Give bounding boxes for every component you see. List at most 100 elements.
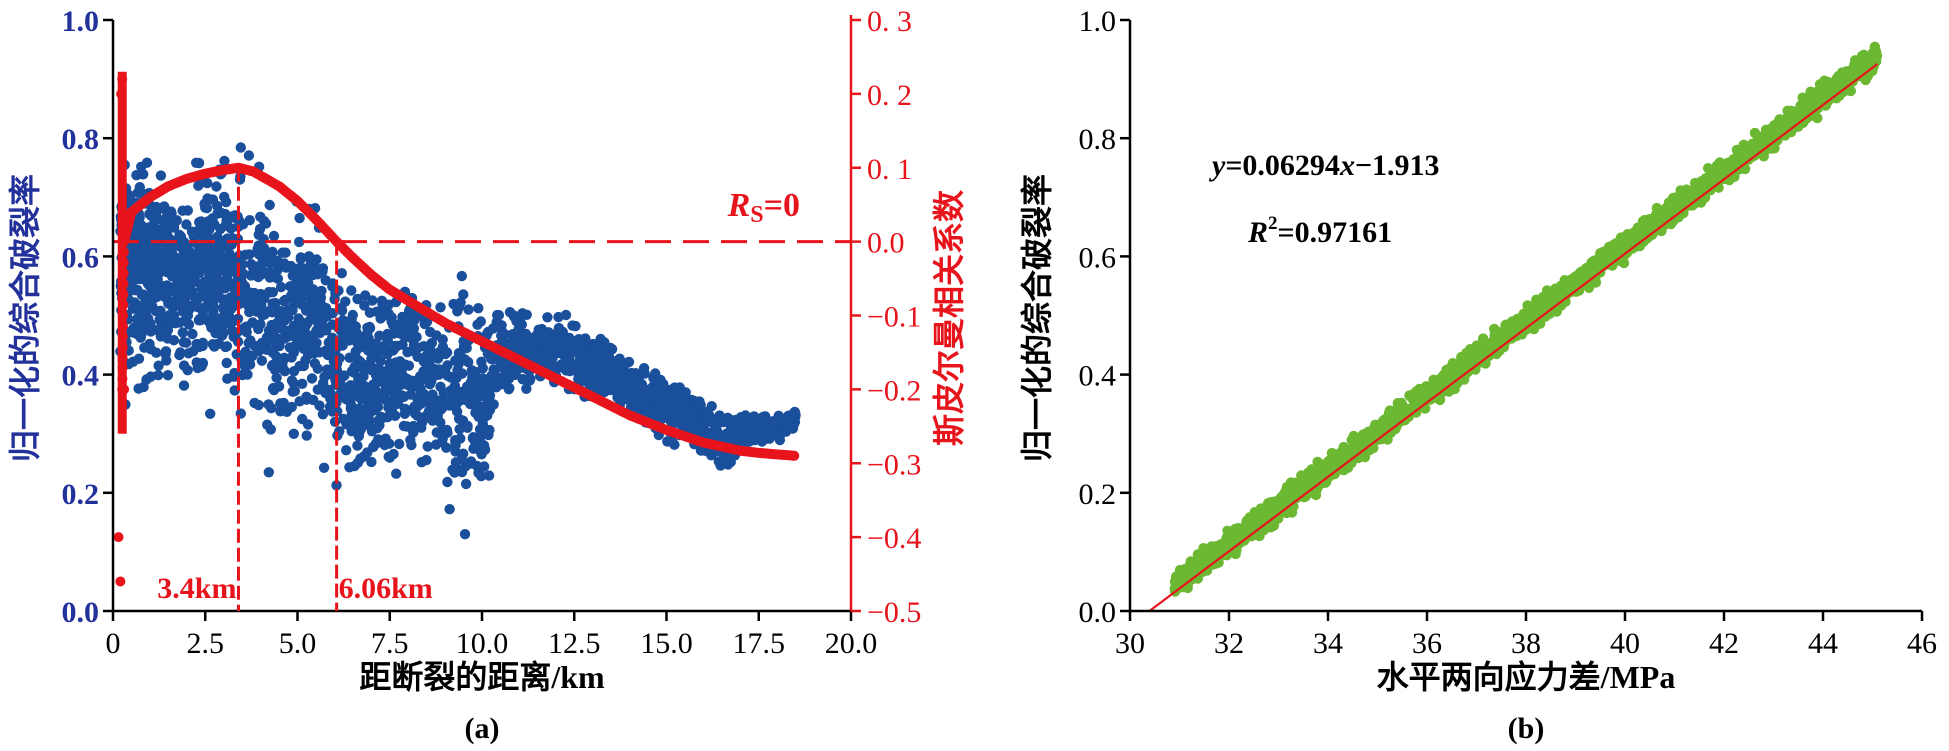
scatter-point	[235, 142, 246, 153]
x-tick-label: 2.5	[187, 627, 225, 660]
scatter-point	[275, 281, 287, 293]
scatter-point	[320, 275, 331, 286]
scatter-point	[145, 371, 157, 382]
scatter-point	[294, 212, 305, 224]
scatter-point	[477, 442, 489, 453]
scatter-point	[244, 306, 255, 318]
distance-marker-label: 6.06km	[339, 572, 433, 605]
scatter-point	[444, 400, 456, 411]
scatter-point	[687, 418, 699, 430]
scatter-point	[208, 301, 219, 312]
scatter-point	[209, 251, 220, 262]
scatter-point	[134, 212, 145, 223]
scatter-point	[301, 394, 312, 405]
scatter-point	[348, 387, 359, 398]
scatter-point	[1805, 86, 1816, 97]
scatter-point	[476, 470, 487, 482]
scatter-point	[156, 287, 167, 298]
scatter-point	[277, 306, 288, 317]
scatter-point	[473, 303, 484, 314]
scatter-point	[212, 208, 223, 219]
scatter-point	[409, 408, 421, 419]
panel-a: 0 2.5 5.0 7.5 10.0 12.5 15.0 17.5 20.00.00.20.40…	[7, 5, 967, 745]
rs-label: RS=0	[727, 187, 800, 228]
scatter-point	[384, 359, 396, 371]
scatter-point	[358, 451, 370, 462]
scatter-point	[152, 324, 163, 336]
scatter-point	[542, 312, 553, 323]
scatter-layer-a	[115, 142, 801, 540]
scatter-point	[136, 249, 148, 260]
scatter-point	[311, 263, 323, 275]
scatter-point	[280, 294, 291, 306]
y-tick-label: 0.6	[62, 241, 100, 274]
scatter-point	[270, 336, 281, 348]
scatter-point	[570, 320, 581, 332]
scatter-point	[669, 392, 680, 404]
scatter-point	[669, 409, 680, 421]
scatter-point	[187, 328, 198, 340]
scatter-point	[178, 337, 189, 348]
scatter-point	[317, 409, 329, 420]
scatter-point	[256, 258, 268, 270]
scatter-point	[267, 347, 278, 358]
scatter-point	[142, 237, 154, 248]
y-tick-label: 0.4	[62, 360, 100, 393]
scatter-point	[403, 326, 414, 338]
scatter-point	[442, 476, 453, 488]
scatter-point	[161, 266, 172, 278]
scatter-point	[264, 272, 276, 283]
scatter-point	[633, 383, 645, 395]
scatter-point	[421, 454, 432, 466]
scatter-point	[712, 427, 723, 438]
scatter-point	[438, 387, 449, 398]
scatter-point	[197, 358, 208, 370]
scatter-point	[352, 440, 363, 451]
scatter-point	[263, 286, 275, 298]
y2-tick-label: 0. 3	[867, 5, 912, 38]
scatter-point	[174, 349, 185, 361]
scatter-point	[468, 443, 479, 454]
y2-axis-title-a: 斯皮尔曼相关系数	[931, 189, 967, 446]
ticks-a: 0 2.5 5.0 7.5 10.0 12.5 15.0 17.5 20.00.00.20.40…	[62, 5, 922, 660]
scatter-point	[266, 403, 277, 414]
scatter-point	[138, 169, 149, 180]
scatter-point	[178, 380, 190, 391]
scatter-point	[205, 290, 217, 302]
scatter-point	[431, 369, 443, 380]
scatter-point	[340, 296, 351, 307]
scatter-point	[466, 368, 478, 379]
scatter-point	[316, 285, 327, 297]
correlation-outlier-point	[117, 74, 128, 85]
scatter-point	[218, 302, 229, 313]
scatter-point	[322, 310, 333, 322]
scatter-point	[232, 313, 244, 324]
scatter-point	[525, 350, 536, 361]
x-tick-label: 17.5	[733, 627, 786, 660]
y-axis-title-a: 归一化的综合破裂率	[7, 174, 43, 462]
x-tick-label: 7.5	[371, 627, 409, 660]
scatter-point	[164, 253, 175, 265]
scatter-point	[287, 304, 298, 316]
scatter-point	[211, 181, 222, 192]
scatter-point	[417, 392, 428, 404]
scatter-point	[188, 346, 199, 357]
scatter-point	[444, 504, 455, 515]
scatter-point	[231, 327, 243, 338]
scatter-point	[264, 199, 275, 211]
scatter-point	[639, 368, 650, 379]
scatter-point	[247, 317, 258, 328]
scatter-point	[168, 222, 180, 233]
scatter-point	[271, 318, 282, 329]
scatter-point	[231, 349, 242, 360]
scatter-point	[484, 393, 495, 404]
scatter-point	[307, 284, 319, 295]
scatter-point	[209, 219, 220, 230]
scatter-point	[212, 338, 224, 350]
scatter-point	[153, 360, 164, 371]
scatter-point	[298, 360, 309, 372]
scatter-point	[205, 408, 216, 419]
scatter-point	[292, 330, 303, 341]
scatter-point	[297, 378, 308, 389]
